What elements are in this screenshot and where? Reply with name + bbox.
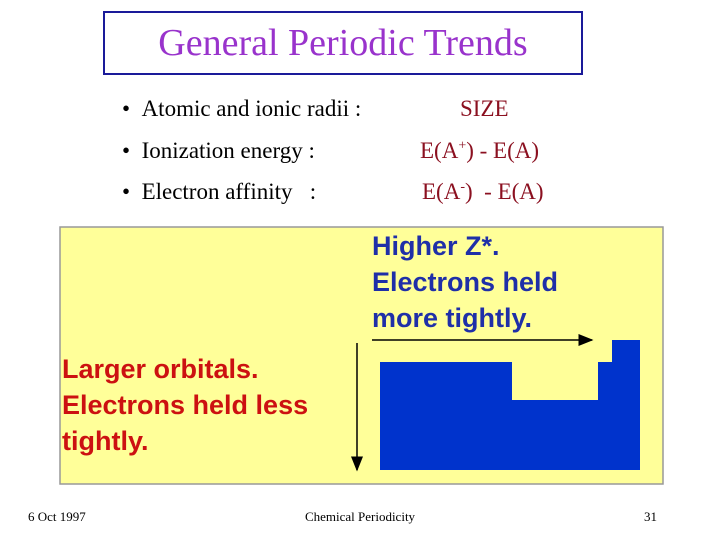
text: SIZE — [460, 96, 509, 121]
annotation: Higher Z*. Electrons held more tightly. — [372, 228, 558, 336]
page-number: 31 — [644, 509, 657, 524]
bullet-value: E(A+) - E(A) — [420, 138, 539, 164]
text: ) - E(A) — [465, 179, 544, 204]
footer-date: 6 Oct 1997 — [28, 509, 86, 524]
text: ) - E(A) — [466, 138, 540, 163]
line: Larger orbitals. — [62, 354, 259, 384]
bullet: • Atomic and ionic radii : — [122, 96, 362, 121]
bullet-value: SIZE — [460, 96, 509, 122]
superscript: + — [458, 138, 467, 154]
annotation: Larger orbitals. Electrons held less tight… — [62, 351, 308, 459]
line: Electrons held — [372, 267, 559, 297]
trend-shape — [380, 340, 640, 470]
bullet-label: Electron affinity : — [141, 179, 317, 204]
bullet-label: Ionization energy : — [141, 138, 315, 163]
title: General Periodic Trends — [103, 11, 583, 75]
line: Electrons held less — [62, 390, 309, 420]
bullet: • Ionization energy : — [122, 138, 315, 163]
line: tightly. — [62, 426, 149, 456]
superscript: - — [460, 179, 465, 195]
bullet-value: E(A-) - E(A) — [422, 179, 544, 205]
bullet-label: Atomic and ionic radii : — [141, 96, 362, 121]
text: E(A — [422, 179, 461, 204]
line: more tightly. — [372, 303, 533, 333]
text: E(A — [420, 138, 459, 163]
bullet: • Electron affinity : — [122, 179, 317, 204]
footer-title: Chemical Periodicity — [304, 509, 416, 524]
line: Higher Z*. — [372, 231, 500, 261]
